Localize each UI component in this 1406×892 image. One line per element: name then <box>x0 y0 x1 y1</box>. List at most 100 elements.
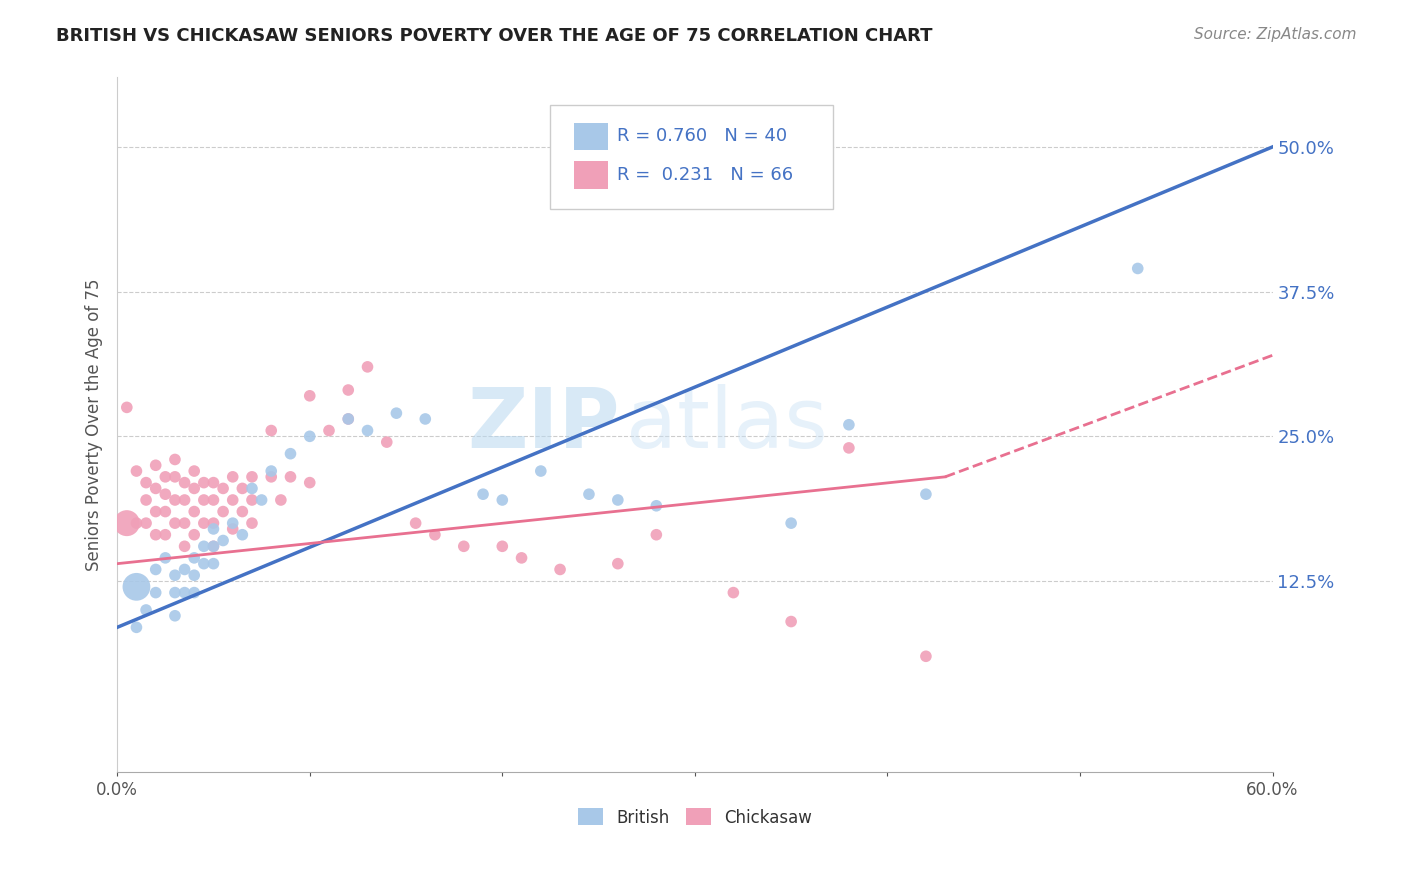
Point <box>645 499 668 513</box>
FancyBboxPatch shape <box>550 105 834 210</box>
Point <box>135 516 157 530</box>
Point <box>145 585 167 599</box>
Point <box>183 550 205 565</box>
Point <box>202 475 225 490</box>
Point <box>260 464 283 478</box>
Text: BRITISH VS CHICKASAW SENIORS POVERTY OVER THE AGE OF 75 CORRELATION CHART: BRITISH VS CHICKASAW SENIORS POVERTY OVE… <box>56 27 932 45</box>
Point <box>212 505 235 519</box>
Point <box>193 539 215 553</box>
Point <box>155 505 177 519</box>
Point <box>193 516 215 530</box>
Point <box>405 516 427 530</box>
Point <box>240 493 263 508</box>
Bar <box>574 122 609 151</box>
Point <box>202 516 225 530</box>
Bar <box>574 161 609 188</box>
Point <box>530 464 553 478</box>
Point <box>240 482 263 496</box>
Text: Source: ZipAtlas.com: Source: ZipAtlas.com <box>1194 27 1357 42</box>
Point <box>472 487 495 501</box>
Point <box>270 493 292 508</box>
Point <box>125 464 148 478</box>
Point <box>298 389 321 403</box>
Point <box>222 493 245 508</box>
Point <box>183 482 205 496</box>
Point <box>231 527 253 541</box>
Text: R = 0.760   N = 40: R = 0.760 N = 40 <box>617 128 787 145</box>
Point <box>606 557 628 571</box>
Point <box>163 493 186 508</box>
Point <box>780 615 803 629</box>
Point <box>145 458 167 473</box>
Point <box>222 516 245 530</box>
Point <box>298 429 321 443</box>
Point <box>337 412 360 426</box>
Point <box>145 482 167 496</box>
Point <box>231 505 253 519</box>
Point <box>125 516 148 530</box>
Point <box>260 470 283 484</box>
Point <box>318 424 340 438</box>
Point <box>645 527 668 541</box>
Point <box>183 505 205 519</box>
Point <box>163 470 186 484</box>
Point <box>202 539 225 553</box>
Point <box>193 475 215 490</box>
Point <box>375 435 398 450</box>
Point <box>356 359 378 374</box>
Point <box>163 585 186 599</box>
Point <box>222 470 245 484</box>
Point <box>193 493 215 508</box>
Point <box>183 527 205 541</box>
Point <box>135 493 157 508</box>
Point <box>1126 261 1149 276</box>
Point <box>606 493 628 508</box>
Point <box>240 516 263 530</box>
Point <box>183 585 205 599</box>
Point <box>173 562 195 576</box>
Point <box>155 550 177 565</box>
Point <box>125 580 148 594</box>
Point <box>337 412 360 426</box>
Point <box>125 620 148 634</box>
Point <box>163 568 186 582</box>
Point <box>413 412 436 426</box>
Point <box>240 470 263 484</box>
Point <box>115 401 138 415</box>
Point <box>212 482 235 496</box>
Text: R =  0.231   N = 66: R = 0.231 N = 66 <box>617 166 793 184</box>
Point <box>280 447 302 461</box>
Point <box>423 527 446 541</box>
Point <box>212 533 235 548</box>
Point <box>173 475 195 490</box>
Point <box>222 522 245 536</box>
Point <box>193 557 215 571</box>
Point <box>491 539 513 553</box>
Point <box>145 505 167 519</box>
Point <box>510 550 533 565</box>
Text: ZIP: ZIP <box>467 384 620 466</box>
Point <box>163 452 186 467</box>
Point <box>173 516 195 530</box>
Y-axis label: Seniors Poverty Over the Age of 75: Seniors Poverty Over the Age of 75 <box>86 278 103 571</box>
Point <box>838 417 860 432</box>
Point <box>155 487 177 501</box>
Point <box>356 424 378 438</box>
Point <box>173 585 195 599</box>
Point <box>491 493 513 508</box>
Point <box>915 649 938 664</box>
Point <box>135 475 157 490</box>
Point <box>145 527 167 541</box>
Point <box>548 562 571 576</box>
Point <box>173 493 195 508</box>
Point <box>202 522 225 536</box>
Point <box>183 464 205 478</box>
Point <box>163 608 186 623</box>
Point <box>260 424 283 438</box>
Point <box>298 475 321 490</box>
Point <box>250 493 273 508</box>
Point <box>173 539 195 553</box>
Point <box>578 487 600 501</box>
Point <box>135 603 157 617</box>
Point <box>231 482 253 496</box>
